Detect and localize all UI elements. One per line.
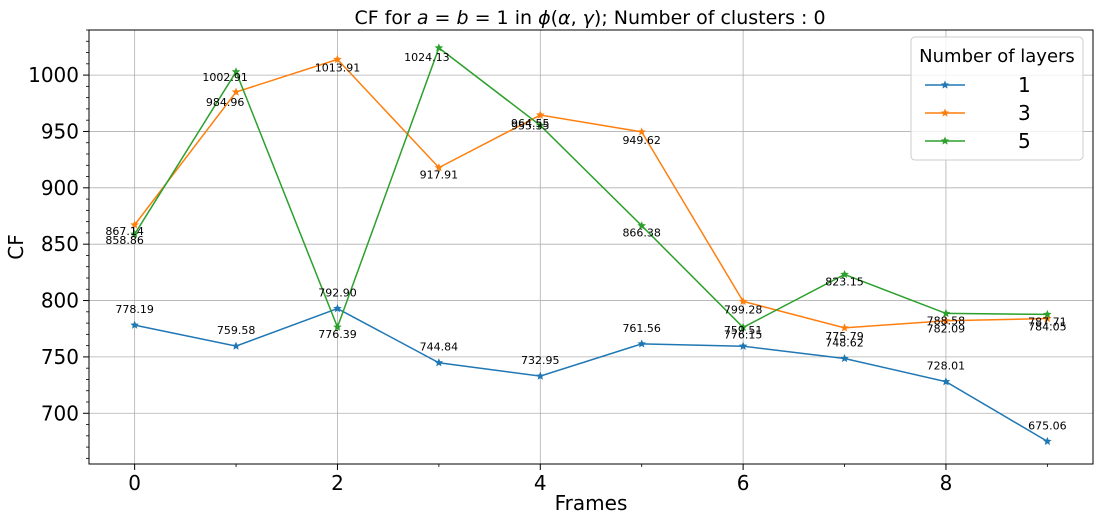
y-tick-label: 900 (41, 176, 79, 200)
data-point (738, 296, 748, 305)
axis-ticks: 0 2 4 6 8 700 750 800 850 900 950 1000 (28, 29, 1048, 495)
y-tick-label: 950 (41, 119, 79, 143)
data-point (1043, 314, 1052, 323)
data-label: 784.05 (1028, 321, 1067, 334)
legend-marker (940, 108, 950, 117)
data-label: 778.19 (115, 303, 154, 316)
legend-item-1: 1 (925, 73, 1031, 97)
data-point (536, 110, 545, 119)
series-3 (130, 54, 1052, 332)
data-label: 748.62 (825, 337, 864, 350)
series-line (134, 307, 1048, 443)
data-point (637, 127, 646, 136)
series-line (134, 58, 1048, 329)
data-point (840, 353, 849, 363)
data-label: 858.86 (105, 234, 144, 247)
legend-marker (940, 80, 950, 89)
data-point (1043, 309, 1052, 319)
data-label: 744.84 (420, 341, 459, 354)
y-tick-label: 700 (41, 401, 79, 425)
data-label: 776.15 (724, 328, 763, 341)
data-point (738, 322, 748, 332)
data-labels: 778.19 759.58 792.90 744.84 732.95 761.56 759.… (105, 51, 1067, 432)
data-label: 787.71 (1028, 315, 1067, 328)
data-point (840, 323, 849, 332)
legend-box (910, 36, 1084, 161)
data-point (941, 377, 951, 386)
data-label: 792.90 (318, 287, 357, 300)
data-label: 1002.91 (202, 71, 248, 84)
data-point (130, 320, 139, 329)
series-line (134, 46, 1048, 330)
data-label: 823.15 (825, 275, 864, 288)
legend-label: 1 (1018, 73, 1031, 97)
y-axis-label: CF (4, 234, 28, 259)
data-point (130, 220, 139, 229)
series-1 (130, 304, 1052, 446)
data-point (333, 304, 342, 313)
data-point (536, 120, 545, 130)
data-point (434, 43, 444, 52)
data-point (840, 269, 849, 279)
data-label: 759.58 (217, 324, 256, 337)
series-layer (130, 43, 1052, 446)
x-axis-label: Frames (555, 491, 628, 515)
y-tick-label: 800 (41, 289, 79, 313)
grid (89, 30, 1093, 464)
legend: Number of layers 1 3 5 (910, 36, 1084, 161)
data-label: 761.56 (622, 322, 661, 335)
data-point (1043, 436, 1052, 446)
plot-frame (88, 29, 1094, 465)
data-point (941, 316, 951, 325)
x-tick-label: 4 (534, 471, 547, 495)
data-label: 866.38 (622, 227, 661, 240)
legend-title: Number of layers (919, 46, 1075, 67)
data-label: 917.91 (420, 169, 459, 182)
data-label: 1013.91 (315, 61, 361, 74)
data-point (231, 341, 241, 350)
y-tick-label: 1000 (28, 63, 79, 87)
series-5 (130, 43, 1052, 332)
data-point (941, 308, 951, 318)
data-label: 955.35 (511, 119, 550, 132)
data-label: 728.01 (927, 360, 966, 373)
data-point (536, 371, 545, 380)
data-label: 964.55 (511, 117, 550, 130)
data-point (333, 322, 342, 331)
x-tick-label: 2 (331, 471, 344, 495)
legend-item-3: 3 (925, 101, 1031, 125)
data-point (231, 87, 241, 96)
data-point (434, 358, 444, 367)
x-tick-label: 8 (940, 471, 953, 495)
data-point (434, 163, 444, 172)
legend-item-5: 5 (925, 129, 1031, 153)
data-label: 1024.13 (404, 51, 450, 64)
x-tick-label: 6 (737, 471, 750, 495)
legend-marker (940, 136, 950, 145)
data-label: 776.39 (318, 328, 357, 341)
data-point (231, 67, 241, 76)
data-point (738, 341, 748, 350)
legend-label: 3 (1018, 101, 1031, 125)
data-label: 788.58 (927, 314, 966, 327)
data-point (130, 229, 139, 238)
data-label: 949.62 (622, 134, 661, 147)
x-tick-label: 0 (128, 471, 141, 495)
data-label: 675.06 (1028, 419, 1067, 432)
data-label: 799.28 (724, 303, 763, 316)
data-label: 984.96 (206, 96, 245, 109)
data-label: 867.14 (105, 225, 144, 238)
y-tick-label: 850 (41, 232, 79, 256)
data-label: 775.79 (825, 330, 864, 343)
data-label: 732.95 (521, 354, 560, 367)
chart-title: CF for a = b = 1 in ϕ(α, γ); Number of c… (354, 7, 825, 29)
data-point (637, 221, 646, 230)
data-point (637, 339, 646, 348)
data-label: 759.51 (724, 324, 763, 337)
legend-label: 5 (1018, 129, 1031, 153)
data-point (333, 54, 342, 64)
data-label: 782.09 (927, 323, 966, 336)
y-tick-label: 750 (41, 345, 79, 369)
